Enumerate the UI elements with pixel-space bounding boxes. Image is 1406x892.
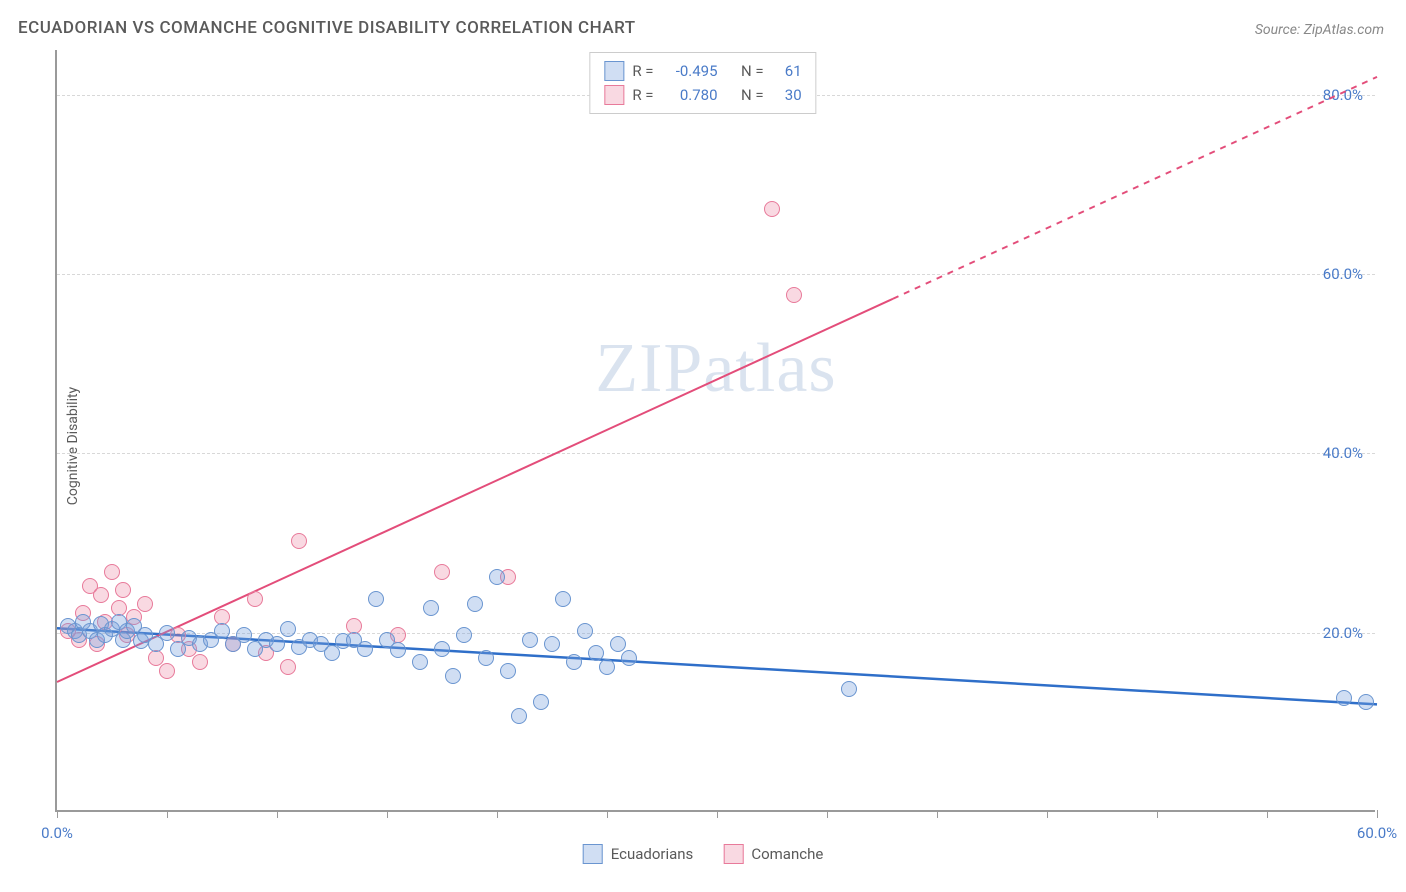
legend-swatch (604, 85, 624, 105)
r-value: -0.495 (662, 59, 718, 83)
data-point (489, 569, 505, 585)
data-point (1336, 690, 1352, 706)
data-point (511, 708, 527, 724)
legend-item: Comanche (723, 844, 823, 864)
x-tick (497, 810, 498, 818)
correlation-legend: R = -0.495 N = 61 R = 0.780 N = 30 (589, 52, 816, 114)
data-point (357, 641, 373, 657)
legend-swatch (583, 844, 603, 864)
y-tick-label: 40.0% (1323, 444, 1363, 462)
data-point (555, 591, 571, 607)
n-value: 30 (772, 83, 802, 107)
x-tick (607, 810, 608, 818)
data-point (280, 659, 296, 675)
data-point (423, 600, 439, 616)
gridline (57, 274, 1375, 275)
data-point (291, 533, 307, 549)
legend-label: Comanche (751, 845, 823, 863)
data-point (137, 596, 153, 612)
data-point (390, 642, 406, 658)
data-point (214, 623, 230, 639)
watermark: ZIPatlas (595, 329, 836, 409)
data-point (478, 650, 494, 666)
data-point (192, 654, 208, 670)
data-point (588, 645, 604, 661)
data-point (841, 681, 857, 697)
data-point (522, 632, 538, 648)
data-point (544, 636, 560, 652)
data-point (434, 641, 450, 657)
x-tick (167, 810, 168, 818)
chart-title: ECUADORIAN VS COMANCHE COGNITIVE DISABIL… (18, 18, 636, 38)
data-point (247, 591, 263, 607)
x-tick (1377, 810, 1378, 818)
x-tick-label: 60.0% (1357, 824, 1397, 842)
x-tick (277, 810, 278, 818)
n-label: N = (741, 59, 764, 83)
data-point (368, 591, 384, 607)
data-point (445, 668, 461, 684)
data-point (412, 654, 428, 670)
data-point (577, 623, 593, 639)
trend-lines (57, 50, 1377, 812)
data-point (236, 627, 252, 643)
data-point (104, 564, 120, 580)
x-tick (827, 810, 828, 818)
data-point (280, 621, 296, 637)
data-point (610, 636, 626, 652)
x-tick (387, 810, 388, 818)
r-label: R = (632, 59, 653, 83)
data-point (1358, 694, 1374, 710)
y-tick-label: 60.0% (1323, 265, 1363, 283)
x-tick (1157, 810, 1158, 818)
data-point (467, 596, 483, 612)
n-label: N = (741, 83, 764, 107)
n-value: 61 (772, 59, 802, 83)
y-tick-label: 20.0% (1323, 624, 1363, 642)
data-point (533, 694, 549, 710)
legend-swatch (604, 61, 624, 81)
legend-item: Ecuadorians (583, 844, 694, 864)
data-point (159, 625, 175, 641)
data-point (566, 654, 582, 670)
y-tick-label: 80.0% (1323, 86, 1363, 104)
scatter-plot: ZIPatlas 20.0%40.0%60.0%80.0%0.0%60.0% (55, 50, 1375, 812)
gridline (57, 453, 1375, 454)
data-point (599, 659, 615, 675)
data-point (115, 582, 131, 598)
x-tick (937, 810, 938, 818)
legend-label: Ecuadorians (611, 845, 694, 863)
legend-row: R = -0.495 N = 61 (604, 59, 801, 83)
source-label: Source: ZipAtlas.com (1255, 22, 1384, 38)
data-point (434, 564, 450, 580)
gridline (57, 633, 1375, 634)
legend-row: R = 0.780 N = 30 (604, 83, 801, 107)
data-point (269, 636, 285, 652)
x-tick (1267, 810, 1268, 818)
data-point (159, 663, 175, 679)
r-value: 0.780 (662, 83, 718, 107)
data-point (93, 587, 109, 603)
x-tick (1047, 810, 1048, 818)
data-point (764, 201, 780, 217)
legend-swatch (723, 844, 743, 864)
series-legend: Ecuadorians Comanche (583, 844, 824, 864)
data-point (621, 650, 637, 666)
x-tick-label: 0.0% (41, 824, 73, 842)
x-tick (717, 810, 718, 818)
data-point (500, 663, 516, 679)
r-label: R = (632, 83, 653, 107)
data-point (786, 287, 802, 303)
x-tick (57, 810, 58, 818)
data-point (456, 627, 472, 643)
